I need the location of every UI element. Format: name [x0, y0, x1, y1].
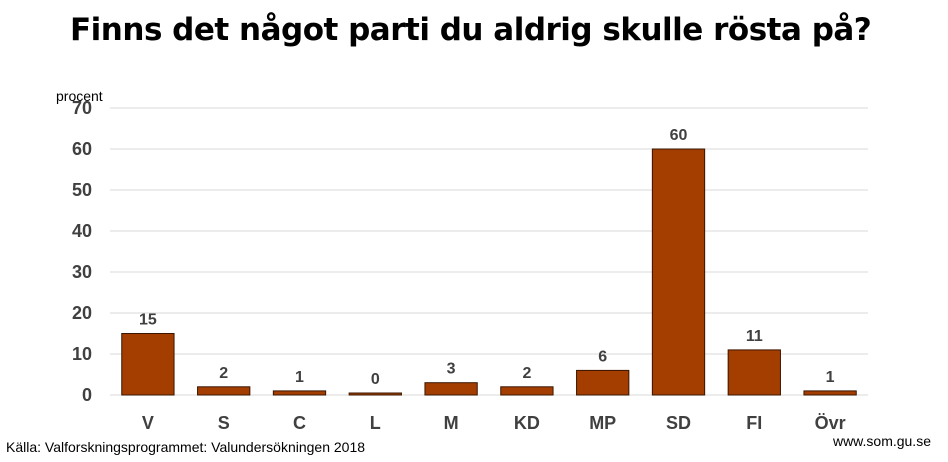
bars: [121, 148, 857, 396]
website-link[interactable]: www.som.gu.se: [832, 433, 931, 449]
bar: [348, 392, 402, 396]
bar: [197, 386, 251, 396]
bar: [803, 390, 857, 396]
x-category-label: KD: [514, 413, 540, 430]
bar: [576, 369, 630, 396]
data-label: 0: [371, 371, 380, 388]
x-category-label: C: [293, 413, 306, 430]
data-label: 1: [295, 369, 304, 386]
y-tick-label: 0: [82, 385, 92, 405]
y-tick-label: 30: [72, 262, 92, 282]
data-label: 60: [670, 127, 688, 144]
data-label: 6: [598, 348, 607, 365]
x-axis-categories: V S C L M KD MP SD FI Övr: [142, 413, 846, 430]
bar: [272, 390, 327, 396]
y-tick-label: 70: [72, 98, 92, 118]
data-label: 3: [447, 361, 456, 378]
x-category-label: V: [142, 413, 154, 430]
x-category-label: Övr: [815, 413, 846, 430]
data-label: 2: [522, 365, 531, 382]
x-category-label: SD: [666, 413, 691, 430]
data-label: 11: [746, 328, 763, 345]
x-category-label: S: [218, 413, 230, 430]
y-axis-unit-label: procent: [56, 88, 103, 104]
bar: [424, 382, 478, 396]
bar: [121, 333, 175, 396]
bar: [727, 349, 781, 396]
bar: [651, 148, 706, 396]
y-tick-label: 20: [72, 303, 92, 323]
data-label: 2: [219, 365, 228, 382]
chart-title: Finns det något parti du aldrig skulle r…: [70, 12, 872, 48]
data-label: 1: [826, 369, 835, 386]
x-category-label: MP: [589, 413, 616, 430]
source-note: Källa: Valforskningsprogrammet: Valunder…: [6, 439, 366, 455]
bar: [500, 386, 554, 396]
y-tick-label: 10: [72, 344, 92, 364]
x-category-label: FI: [746, 413, 762, 430]
x-category-label: M: [444, 413, 459, 430]
y-tick-label: 50: [72, 180, 92, 200]
y-axis-ticks: 0 10 20 30 40 50 60 70: [72, 98, 92, 405]
y-tick-label: 60: [72, 139, 92, 159]
y-tick-label: 40: [72, 221, 92, 241]
x-category-label: L: [370, 413, 381, 430]
data-label: 15: [139, 312, 157, 329]
